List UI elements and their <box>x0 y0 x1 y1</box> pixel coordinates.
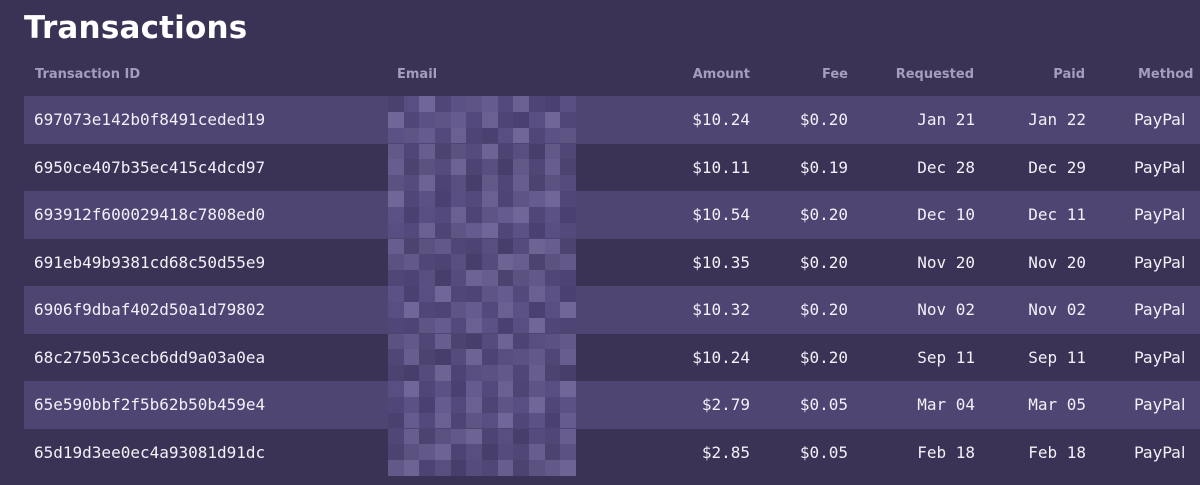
redacted-pixel-block <box>388 381 576 429</box>
method-cell: PayPal <box>1134 347 1186 367</box>
paid-date-cell: Nov 20 <box>1028 252 1086 272</box>
method-cell: PayPal <box>1134 110 1186 130</box>
table-row[interactable]: 65d19d3ee0ec4a93081d91dc $2.85 $0.05 Feb 18… <box>24 428 1200 477</box>
method-cell: PayPal <box>1134 300 1186 320</box>
table-header: Transaction ID Email Amount Fee Requeste… <box>24 56 1200 96</box>
email-cell-redacted <box>388 381 576 429</box>
amount-cell: $2.79 <box>701 395 750 415</box>
redacted-pixel-block <box>388 286 576 334</box>
requested-date-cell: Nov 02 <box>917 300 975 320</box>
amount-cell: $10.35 <box>692 252 750 272</box>
redacted-pixel-block <box>388 428 576 477</box>
method-cell: PayPal <box>1134 205 1186 225</box>
column-header-method[interactable]: Method <box>1138 67 1194 82</box>
redacted-pixel-block <box>388 333 576 382</box>
transaction-id-cell[interactable]: 6906f9dbaf402d50a1d79802 <box>34 300 266 320</box>
redacted-pixel-block <box>388 143 576 192</box>
transaction-id-cell[interactable]: 6950ce407b35ec415c4dcd97 <box>34 157 266 177</box>
amount-cell: $10.54 <box>692 205 750 225</box>
table-row[interactable]: 6950ce407b35ec415c4dcd97 $10.11 $0.19 Dec 2… <box>24 143 1200 192</box>
method-cell: PayPal <box>1134 395 1186 415</box>
email-cell-redacted <box>388 428 576 477</box>
paid-date-cell: Mar 05 <box>1028 395 1086 415</box>
fee-cell: $0.05 <box>799 395 848 415</box>
fee-cell: $0.20 <box>799 110 848 130</box>
requested-date-cell: Sep 11 <box>917 347 975 367</box>
page-title: Transactions <box>24 10 248 46</box>
table-row[interactable]: 6906f9dbaf402d50a1d79802 $10.32 $0.20 Nov 0… <box>24 286 1200 334</box>
column-header-paid[interactable]: Paid <box>1053 67 1085 82</box>
column-header-transaction-id[interactable]: Transaction ID <box>35 67 141 82</box>
requested-date-cell: Dec 28 <box>917 157 975 177</box>
paid-date-cell: Dec 29 <box>1028 157 1086 177</box>
email-cell-redacted <box>388 286 576 334</box>
requested-date-cell: Mar 04 <box>917 395 975 415</box>
amount-cell: $10.24 <box>692 347 750 367</box>
fee-cell: $0.19 <box>799 157 848 177</box>
requested-date-cell: Feb 18 <box>917 442 975 462</box>
column-header-fee[interactable]: Fee <box>822 67 848 82</box>
transaction-id-cell[interactable]: 697073e142b0f8491ceded19 <box>34 110 266 130</box>
transaction-id-cell[interactable]: 691eb49b9381cd68c50d55e9 <box>34 252 266 272</box>
transaction-id-cell[interactable]: 68c275053cecb6dd9a03a0ea <box>34 347 266 367</box>
paid-date-cell: Feb 18 <box>1028 442 1086 462</box>
transactions-table: Transaction ID Email Amount Fee Requeste… <box>24 56 1200 476</box>
table-row[interactable]: 68c275053cecb6dd9a03a0ea $10.24 $0.20 Sep 1… <box>24 333 1200 382</box>
fee-cell: $0.05 <box>799 442 848 462</box>
method-cell: PayPal <box>1134 157 1186 177</box>
fee-cell: $0.20 <box>799 205 848 225</box>
paid-date-cell: Dec 11 <box>1028 205 1086 225</box>
requested-date-cell: Dec 10 <box>917 205 975 225</box>
amount-cell: $2.85 <box>701 442 750 462</box>
method-cell: PayPal <box>1134 442 1186 462</box>
email-cell-redacted <box>388 191 576 239</box>
amount-cell: $10.32 <box>692 300 750 320</box>
redacted-pixel-block <box>388 191 576 239</box>
transaction-id-cell[interactable]: 65d19d3ee0ec4a93081d91dc <box>34 442 266 462</box>
table-row[interactable]: 697073e142b0f8491ceded19 $10.24 $0.20 Jan 2… <box>24 96 1200 144</box>
amount-cell: $10.24 <box>692 110 750 130</box>
email-cell-redacted <box>388 333 576 382</box>
table-body: 697073e142b0f8491ceded19 $10.24 $0.20 Jan 2… <box>24 96 1200 476</box>
paid-date-cell: Sep 11 <box>1028 347 1086 367</box>
amount-cell: $10.11 <box>692 157 750 177</box>
redacted-pixel-block <box>388 96 576 144</box>
paid-date-cell: Jan 22 <box>1028 110 1086 130</box>
column-header-amount[interactable]: Amount <box>692 67 750 82</box>
table-row[interactable]: 693912f600029418c7808ed0 $10.54 $0.20 Dec 1… <box>24 191 1200 239</box>
fee-cell: $0.20 <box>799 300 848 320</box>
table-row[interactable]: 691eb49b9381cd68c50d55e9 $10.35 $0.20 Nov 2… <box>24 238 1200 287</box>
email-cell-redacted <box>388 143 576 192</box>
requested-date-cell: Jan 21 <box>917 110 975 130</box>
transaction-id-cell[interactable]: 693912f600029418c7808ed0 <box>34 205 266 225</box>
requested-date-cell: Nov 20 <box>917 252 975 272</box>
email-cell-redacted <box>388 96 576 144</box>
transaction-id-cell[interactable]: 65e590bbf2f5b62b50b459e4 <box>34 395 266 415</box>
paid-date-cell: Nov 02 <box>1028 300 1086 320</box>
fee-cell: $0.20 <box>799 252 848 272</box>
column-header-requested[interactable]: Requested <box>895 67 974 82</box>
redacted-pixel-block <box>388 238 576 287</box>
method-cell: PayPal <box>1134 252 1186 272</box>
column-header-email[interactable]: Email <box>397 67 438 82</box>
table-row[interactable]: 65e590bbf2f5b62b50b459e4 $2.79 $0.05 Mar 04… <box>24 381 1200 429</box>
fee-cell: $0.20 <box>799 347 848 367</box>
email-cell-redacted <box>388 238 576 287</box>
